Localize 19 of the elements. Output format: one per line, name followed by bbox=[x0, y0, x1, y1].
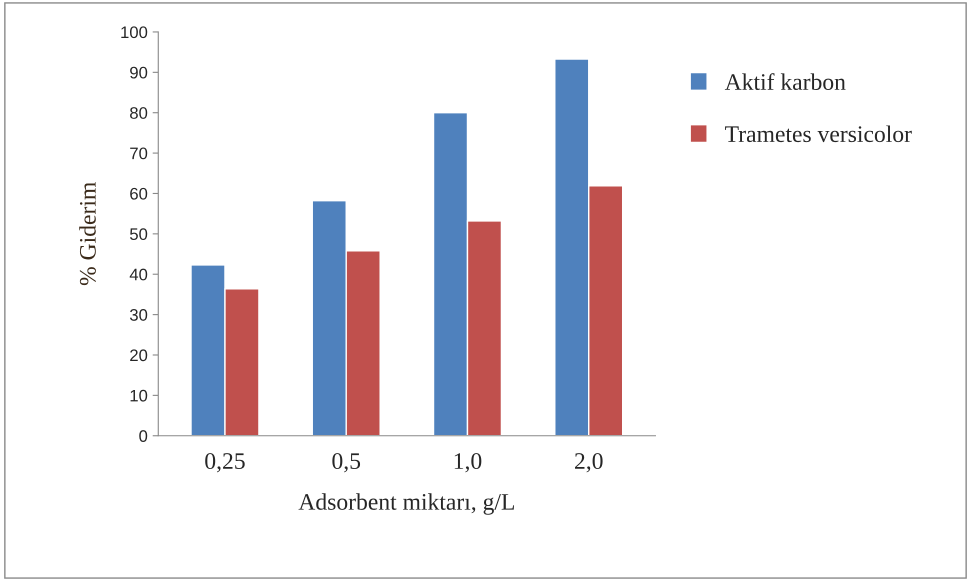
y-axis-title: % Giderim bbox=[79, 182, 96, 286]
y-tick-label: 10 bbox=[130, 390, 148, 402]
x-tick-label: 2,0 bbox=[575, 453, 603, 472]
legend-label: Aktif karbon bbox=[724, 73, 846, 90]
x-tick-label: 1,0 bbox=[454, 453, 482, 472]
y-tick-label: 90 bbox=[130, 66, 148, 79]
y-tick-label: 20 bbox=[130, 349, 148, 362]
x-tick-label: 0,5 bbox=[332, 453, 360, 472]
legend-label: Trametes versicolor bbox=[725, 126, 912, 142]
y-tick-label: 40 bbox=[130, 268, 148, 280]
y-tick-label: 30 bbox=[130, 309, 148, 321]
x-axis-title: Adsorbent miktarı, g/L bbox=[298, 493, 514, 515]
x-tick-label: 0,25 bbox=[205, 453, 245, 472]
y-tick-label: 70 bbox=[130, 147, 148, 160]
y-tick-label: 60 bbox=[130, 188, 148, 200]
y-tick-label: 80 bbox=[130, 107, 148, 119]
y-tick-label: 0 bbox=[139, 430, 148, 442]
y-tick-label: 100 bbox=[121, 26, 148, 38]
y-tick-label: 50 bbox=[130, 228, 148, 240]
